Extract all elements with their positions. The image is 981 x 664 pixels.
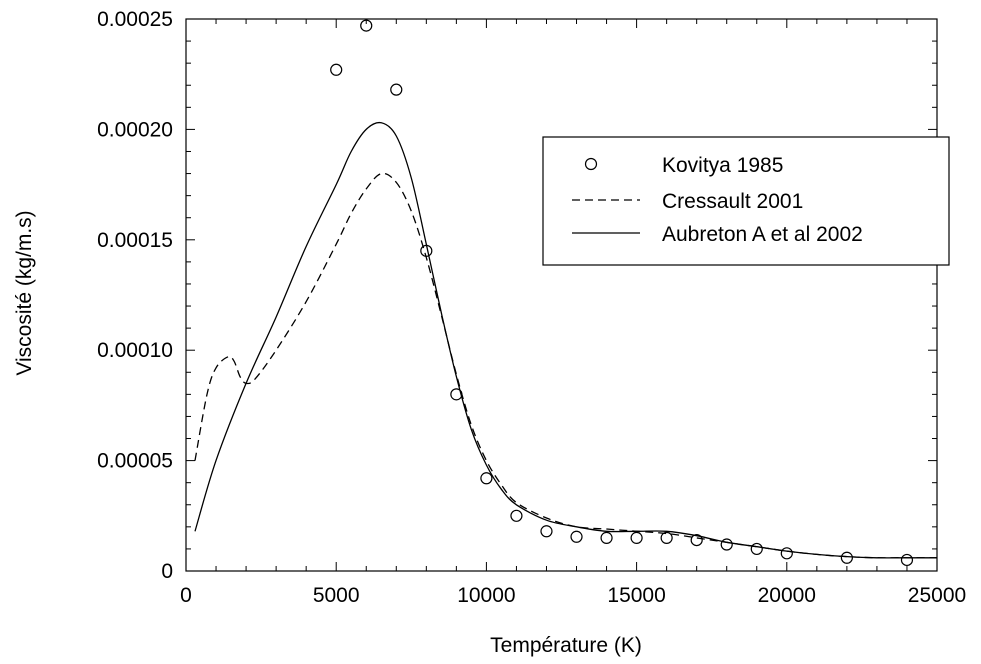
data-point [660,531,673,544]
series-line-aubreton-2002 [194,121,937,559]
data-point [900,553,914,567]
legend-box [542,136,950,266]
x-tick-label: 10000 [457,584,515,607]
y-tick-label: 0.00020 [97,118,173,141]
x-axis-title: Température (K) [490,634,642,657]
data-point [360,19,373,32]
data-point [750,542,763,556]
y-tick-label: 0.00010 [97,339,173,362]
legend: Kovitya 1985 Cressault 2001 Aubreton A e… [542,136,950,266]
data-point [600,531,613,544]
data-point [840,551,853,564]
y-tick-label: 0.00015 [97,229,173,252]
x-tick-label: 25000 [908,584,966,607]
data-point [540,525,553,538]
data-point [720,538,733,551]
legend-label-aubreton: Aubreton A et al 2002 [662,223,863,246]
tick-labels: 0 5000 10000 15000 20000 25000 0 0.00005 0.00010… [97,8,966,607]
plot-area [185,18,938,572]
legend-label-cressault: Cressault 2001 [662,190,803,213]
series-kovitya-1985 [330,19,914,567]
y-tick-label: 0.00005 [97,450,173,473]
data-point [480,472,493,485]
legend-label-kovitya: Kovitya 1985 [662,154,783,177]
data-point [390,83,403,96]
plot-border [185,18,938,572]
x-tick-label: 20000 [758,584,816,607]
data-point [630,531,643,544]
x-tick-label: 5000 [313,584,360,607]
data-point [330,63,343,76]
data-point [570,530,583,543]
y-axis-title: Viscosité (kg/m.s) [13,210,36,375]
data-point [510,509,523,522]
y-tick-label: 0 [161,560,173,583]
y-tick-label: 0.00025 [97,8,173,31]
series-layer [194,19,937,567]
legend-marker-kovitya [584,157,598,171]
axis-ticks [185,18,938,572]
data-point [780,547,793,560]
x-tick-label: 15000 [607,584,665,607]
data-point [690,533,703,547]
x-tick-label: 0 [180,584,192,607]
